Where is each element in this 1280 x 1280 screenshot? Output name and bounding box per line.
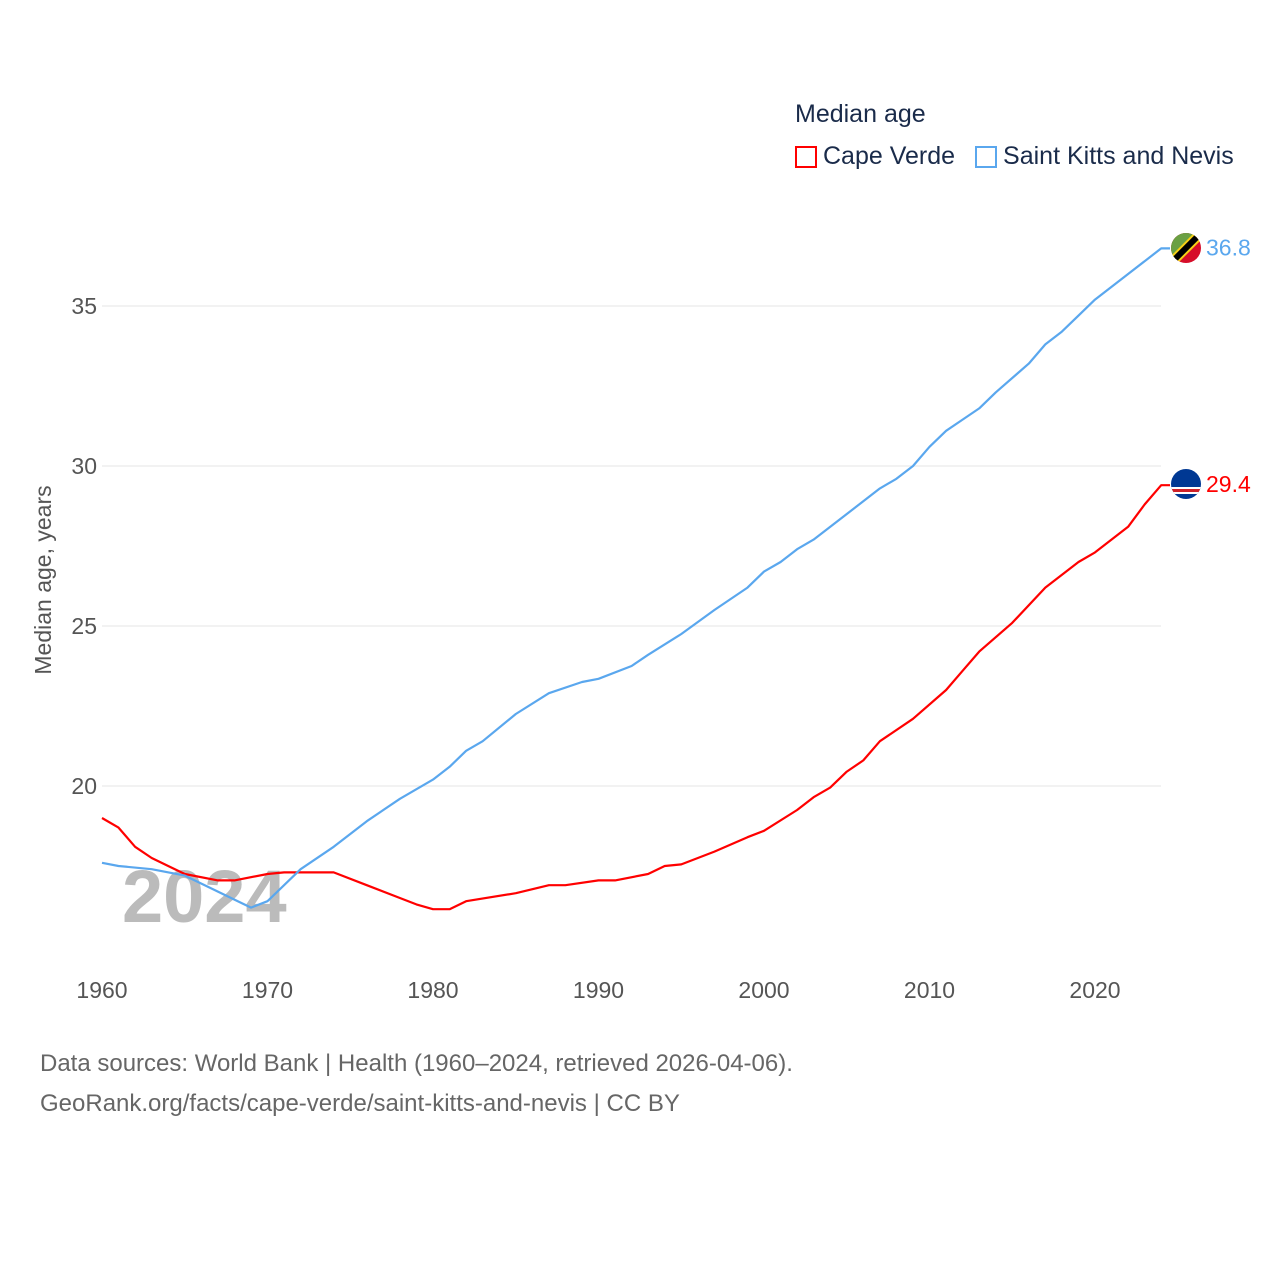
end-value-label: 29.4 (1206, 471, 1251, 497)
y-axis-label: Median age, years (30, 485, 56, 674)
series-line-cape-verde (101, 484, 1170, 911)
watermark-year: 2024 (122, 855, 287, 938)
end-value-label: 36.8 (1206, 234, 1251, 260)
end-labels: 29.4 36.8 (1206, 234, 1251, 497)
legend-title: Median age (795, 100, 926, 128)
y-tick-label: 30 (71, 453, 97, 479)
x-tick-label: 1980 (407, 977, 458, 1003)
y-tick-label: 25 (71, 613, 97, 639)
saint-kitts-flag-icon (1171, 233, 1201, 263)
legend-label: Saint Kitts and Nevis (1003, 142, 1234, 170)
legend-swatch-cape-verde (795, 145, 817, 168)
legend: Cape Verde Saint Kitts and Nevis (795, 142, 1234, 171)
legend-label: Cape Verde (823, 142, 956, 170)
series-line-saint-kitts-and-nevis (101, 247, 1170, 909)
legend-swatch-saint-kitts (975, 145, 998, 168)
x-ticks: 1960 1970 1980 1990 2000 2010 2020 (76, 977, 1120, 1003)
legend-item-cape-verde[interactable]: Cape Verde (795, 142, 955, 171)
source-line-2[interactable]: GeoRank.org/facts/cape-verde/saint-kitts… (40, 1090, 680, 1117)
cape-verde-flag-icon (1171, 469, 1201, 499)
x-tick-label: 1970 (242, 977, 293, 1003)
x-tick-label: 2020 (1069, 977, 1120, 1003)
y-tick-label: 35 (71, 293, 97, 319)
x-tick-label: 1990 (573, 977, 624, 1003)
source-line-1: Data sources: World Bank | Health (1960–… (40, 1050, 793, 1077)
grid (102, 305, 1161, 787)
x-tick-label: 1960 (76, 977, 127, 1003)
y-tick-label: 20 (71, 773, 97, 799)
legend-item-saint-kitts-and-nevis[interactable]: Saint Kitts and Nevis (975, 142, 1234, 171)
x-tick-label: 2010 (904, 977, 955, 1003)
series-lines (101, 247, 1170, 911)
data-source: Data sources: World Bank | Health (1960–… (40, 1044, 793, 1124)
x-tick-label: 2000 (738, 977, 789, 1003)
y-ticks: 20 25 30 35 (71, 293, 97, 799)
